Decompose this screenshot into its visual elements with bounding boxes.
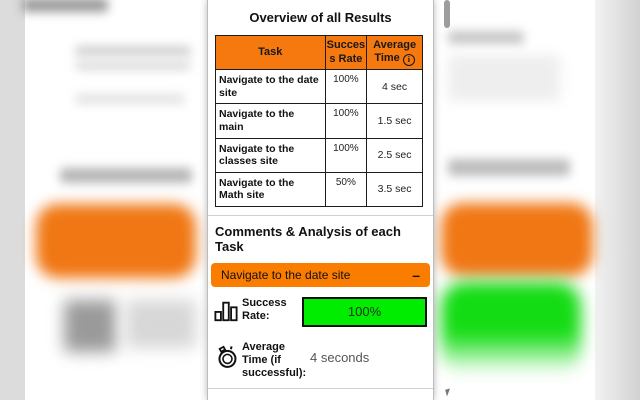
bar-chart-icon bbox=[214, 297, 242, 328]
table-header-row: Task Success Rate Average Time i bbox=[215, 34, 423, 71]
average-time-value: 4 seconds bbox=[310, 349, 370, 365]
section-divider bbox=[208, 214, 433, 216]
background-blur-text bbox=[22, 0, 108, 12]
rate-cell: 100% bbox=[324, 69, 368, 105]
background-blur-heading bbox=[60, 168, 192, 183]
background-blur-dark-block bbox=[64, 300, 116, 352]
table-row: Navigate to the date site 100% 4 sec bbox=[215, 69, 423, 105]
info-icon[interactable]: i bbox=[402, 54, 415, 67]
background-blur-block bbox=[448, 55, 560, 101]
background-blur-green-button bbox=[441, 282, 581, 374]
rate-cell: 100% bbox=[324, 137, 368, 173]
analysis-heading: Comments & Analysis of each Task bbox=[215, 223, 401, 254]
success-rate-bar: 100% bbox=[302, 296, 427, 327]
time-cell: 2.5 sec bbox=[366, 137, 423, 173]
header-average-time: Average Time i bbox=[366, 34, 423, 71]
background-right-edge bbox=[595, 0, 640, 400]
background-blur-line bbox=[448, 31, 524, 44]
task-cell: Navigate to the classes site bbox=[215, 137, 326, 173]
section-divider bbox=[208, 387, 433, 389]
stopwatch-icon bbox=[214, 341, 242, 376]
rate-cell: 100% bbox=[324, 103, 368, 139]
task-cell: Navigate to the main bbox=[215, 103, 326, 139]
accordion-header-date-site[interactable]: Navigate to the date site – bbox=[211, 262, 430, 287]
background-blur-line bbox=[75, 46, 191, 56]
collapse-minus-icon[interactable]: – bbox=[412, 266, 420, 283]
background-blur-heading bbox=[448, 159, 570, 176]
background-blur-orange-button bbox=[36, 204, 196, 278]
results-panel: Overview of all Results Task Success Rat… bbox=[207, 0, 434, 400]
header-task: Task bbox=[215, 34, 326, 71]
table-row: Navigate to the main 100% 1.5 sec bbox=[215, 103, 423, 139]
time-cell: 4 sec bbox=[366, 69, 423, 105]
table-row: Navigate to the classes site 100% 2.5 se… bbox=[215, 137, 423, 173]
header-success-rate: Success Rate bbox=[324, 34, 368, 71]
scrollbar-thumb[interactable] bbox=[444, 0, 450, 28]
success-rate-row: Success Rate: 100% bbox=[214, 296, 427, 328]
rate-cell: 50% bbox=[324, 171, 368, 207]
accordion-label: Navigate to the date site bbox=[221, 267, 351, 282]
task-cell: Navigate to the Math site bbox=[215, 171, 326, 207]
time-cell: 1.5 sec bbox=[366, 103, 423, 139]
background-blur-line bbox=[75, 61, 191, 70]
comments-heading: Comments bbox=[215, 397, 426, 400]
time-cell: 3.5 sec bbox=[366, 171, 423, 207]
success-rate-value: 100% bbox=[347, 304, 382, 320]
average-time-row: Average Time (if successful): 4 seconds bbox=[214, 341, 427, 380]
task-cell: Navigate to the date site bbox=[215, 69, 326, 105]
results-table: Task Success Rate Average Time i Navigat… bbox=[215, 34, 423, 207]
table-row: Navigate to the Math site 50% 3.5 sec bbox=[215, 171, 423, 207]
background-blur-line bbox=[75, 94, 185, 104]
background-blur-orange-button bbox=[441, 203, 593, 276]
average-time-label: Average Time (if successful): bbox=[242, 340, 307, 379]
background-blur-light-block bbox=[126, 300, 196, 348]
overview-title: Overview of all Results bbox=[249, 10, 392, 25]
success-rate-label: Success Rate: bbox=[242, 296, 287, 322]
